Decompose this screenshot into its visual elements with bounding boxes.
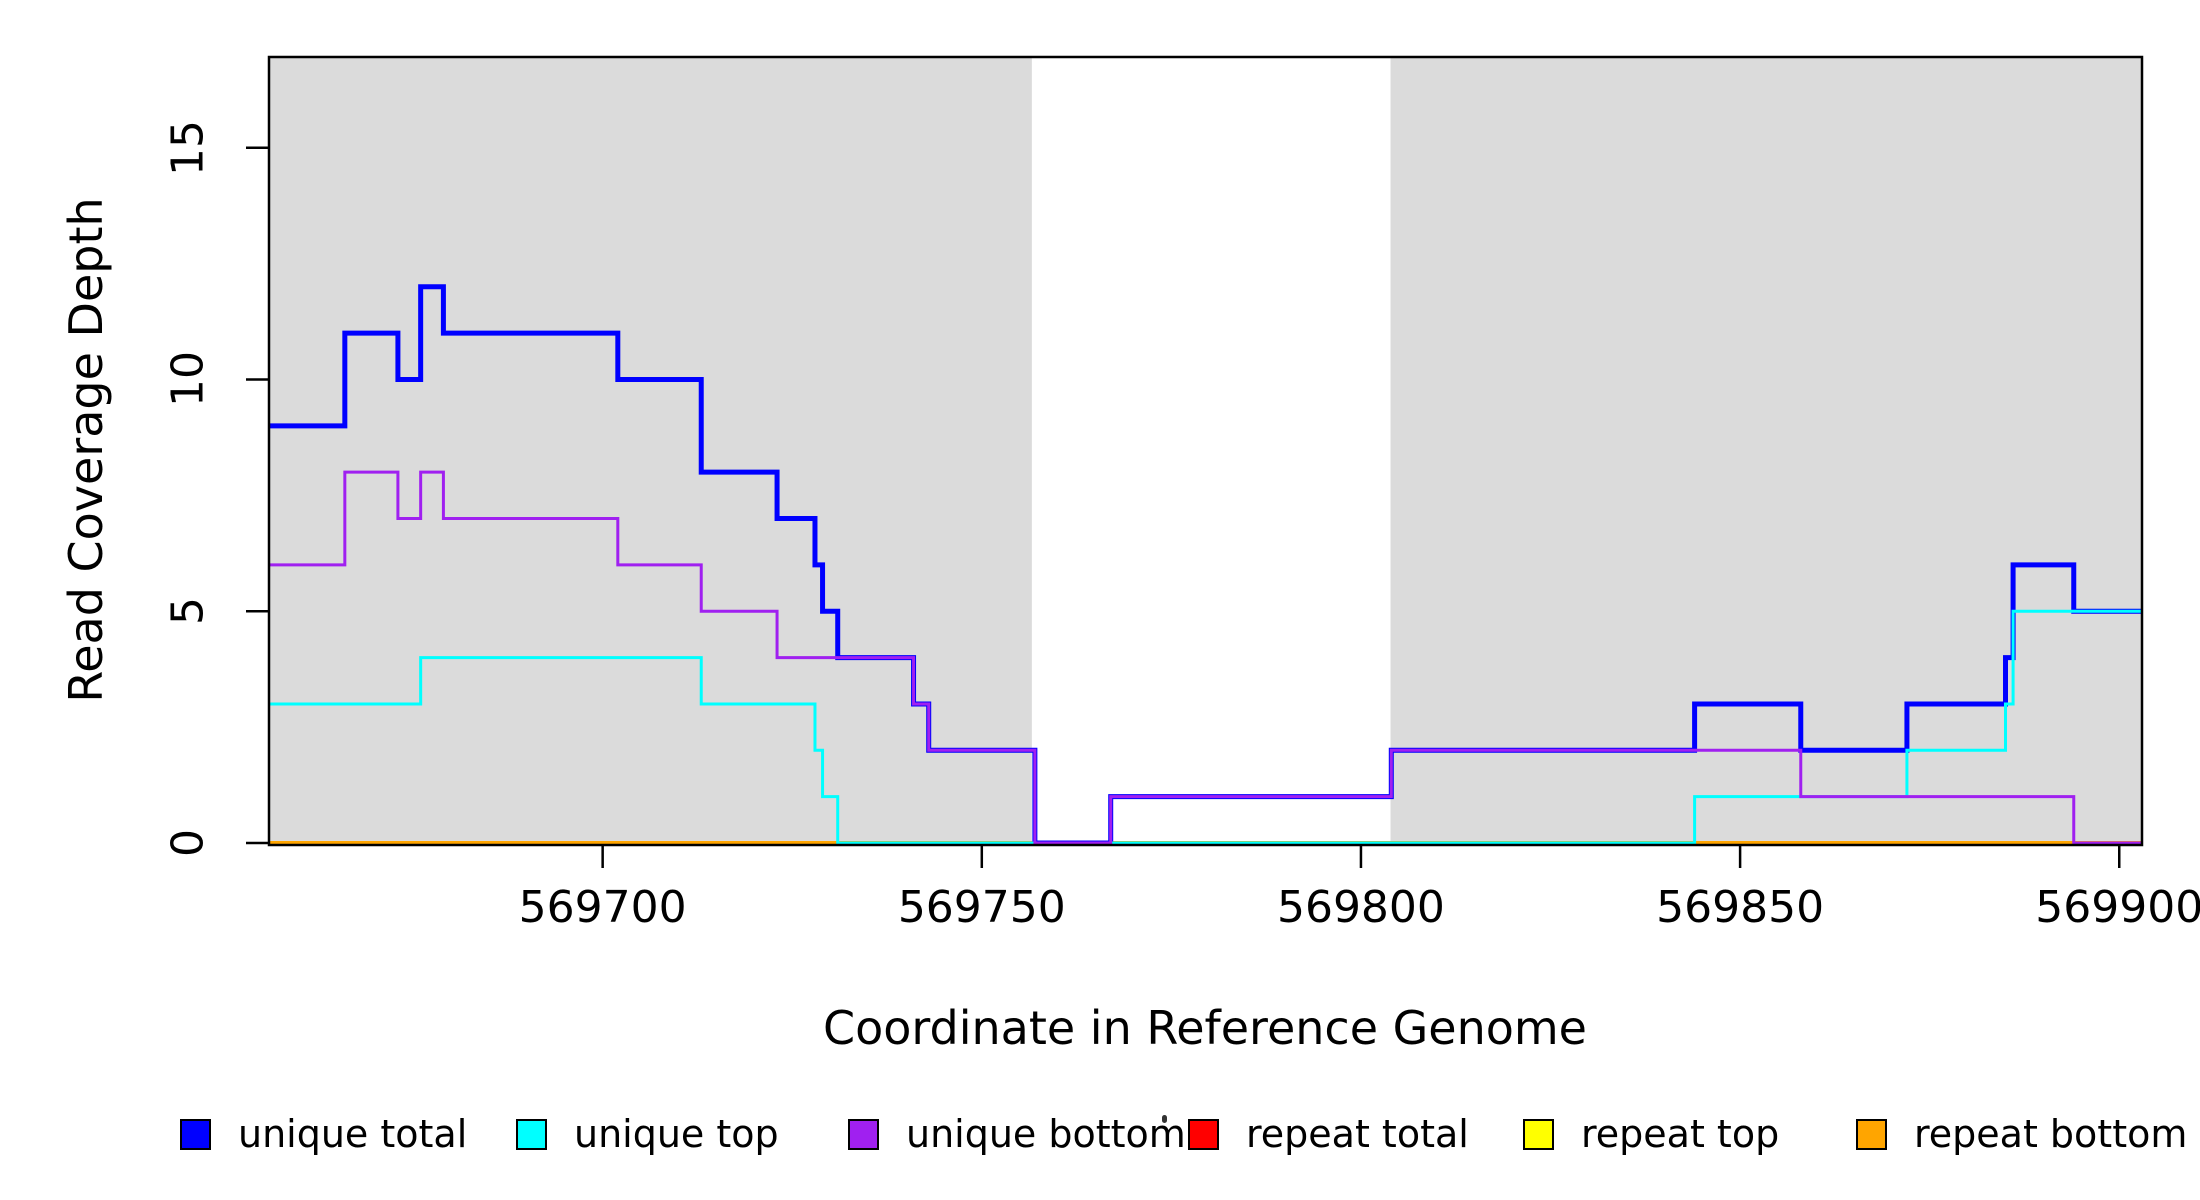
shaded-region-1 [1390, 58, 2142, 844]
y-axis-title: Read Coverage Depth [59, 197, 113, 703]
y-tick-label-15: 15 [162, 119, 214, 176]
plot-box [267, 55, 2144, 847]
legend-label: unique top [574, 1112, 779, 1156]
x-axis-title: Coordinate in Reference Genome [823, 1001, 1587, 1055]
legend-item-unique-top: unique top [516, 1112, 779, 1156]
stray-dot [1162, 1115, 1167, 1123]
legend-item-unique-total: unique total [180, 1112, 468, 1156]
axis-ticks [246, 146, 2121, 868]
legend-label: repeat total [1246, 1112, 1469, 1156]
repeat-top-swatch-icon [1523, 1118, 1554, 1150]
repeat-bottom-swatch-icon [1856, 1118, 1887, 1150]
x-tick-label-569800: 569800 [1276, 882, 1445, 933]
shaded-regions [269, 58, 2142, 844]
legend-item-repeat-top: repeat top [1523, 1112, 1780, 1156]
legend-item-repeat-total: repeat total [1188, 1112, 1469, 1156]
legend-item-unique-bottom: unique bottom [848, 1112, 1186, 1156]
legend-label: repeat bottom [1914, 1112, 2188, 1156]
unique-bottom-swatch-icon [848, 1118, 879, 1150]
legend-label: repeat top [1581, 1112, 1780, 1156]
series-line-unique-top [269, 609, 2142, 845]
repeat-total-swatch-icon [1188, 1118, 1219, 1150]
legend-item-repeat-bottom: repeat bottom [1856, 1112, 2188, 1156]
x-tick-label-569850: 569850 [1656, 882, 1825, 933]
series-lines [269, 284, 2142, 846]
y-tick-label-10: 10 [162, 351, 214, 408]
unique-total-swatch-icon [180, 1118, 211, 1150]
x-tick-label-569900: 569900 [2035, 882, 2200, 933]
legend-label: unique total [238, 1112, 468, 1156]
legend-label: unique bottom [906, 1112, 1186, 1156]
x-tick-label-569750: 569750 [897, 882, 1066, 933]
y-tick-label-5: 5 [162, 597, 214, 626]
unique-top-swatch-icon [516, 1118, 547, 1150]
series-line-unique-bottom [269, 470, 2142, 845]
x-tick-label-569700: 569700 [518, 882, 687, 933]
shaded-region-0 [269, 58, 1032, 844]
y-tick-label-0: 0 [162, 829, 214, 857]
